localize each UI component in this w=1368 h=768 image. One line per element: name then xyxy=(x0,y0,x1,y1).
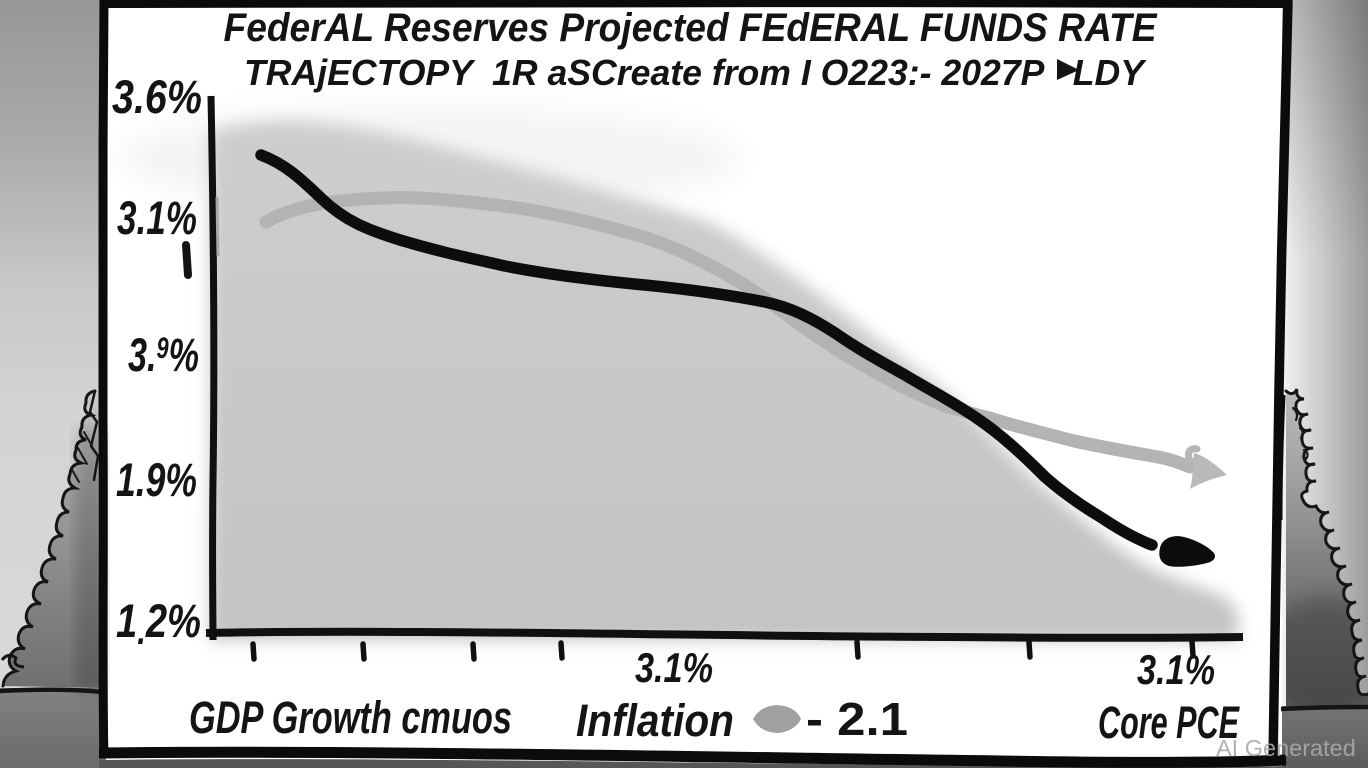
svg-text:Inflation: Inflation xyxy=(576,695,734,746)
svg-text:- 2.1: - 2.1 xyxy=(806,693,908,745)
svg-text:Core PCE: Core PCE xyxy=(1098,697,1240,748)
svg-text:1.9%: 1.9% xyxy=(116,453,197,506)
svg-text:3.1%: 3.1% xyxy=(1137,646,1215,693)
svg-text:1.2%: 1.2% xyxy=(116,594,201,653)
svg-text:GDP Growth cmuos: GDP Growth cmuos xyxy=(189,692,512,743)
svg-text:3.6%: 3.6% xyxy=(112,70,202,123)
svg-text:3.1%: 3.1% xyxy=(635,644,713,691)
svg-text:FederAL Reserves Projected FEd: FederAL Reserves Projected FEdERAL FUNDS… xyxy=(224,6,1158,50)
svg-text:TRAjECTOPY 1R aSCreate from I: TRAjECTOPY 1R aSCreate from I O223:- 202… xyxy=(244,52,1147,93)
svg-text:AI Generated: AI Generated xyxy=(1216,735,1356,761)
svg-text:3.1%: 3.1% xyxy=(117,191,197,244)
